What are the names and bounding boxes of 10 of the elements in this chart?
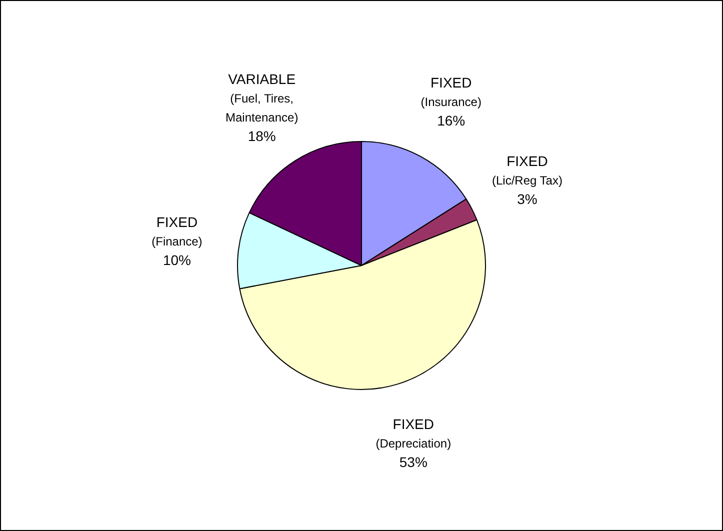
data-label: 10% [162,252,191,268]
data-label: 16% [437,112,466,128]
slice-label: FIXED (Finance) [152,214,202,248]
slice-label: FIXED (Insurance) [420,74,482,109]
data-label: 53% [399,454,428,470]
slice-label: FIXED (Depreciation) [376,416,452,450]
data-label: 18% [248,128,276,144]
slice-label: FIXED (Lic/Reg Tax) [492,152,562,188]
data-label: 3% [517,190,538,207]
slice-label: VARIABLE (Fuel, Tires, Maintenance) [225,70,298,124]
